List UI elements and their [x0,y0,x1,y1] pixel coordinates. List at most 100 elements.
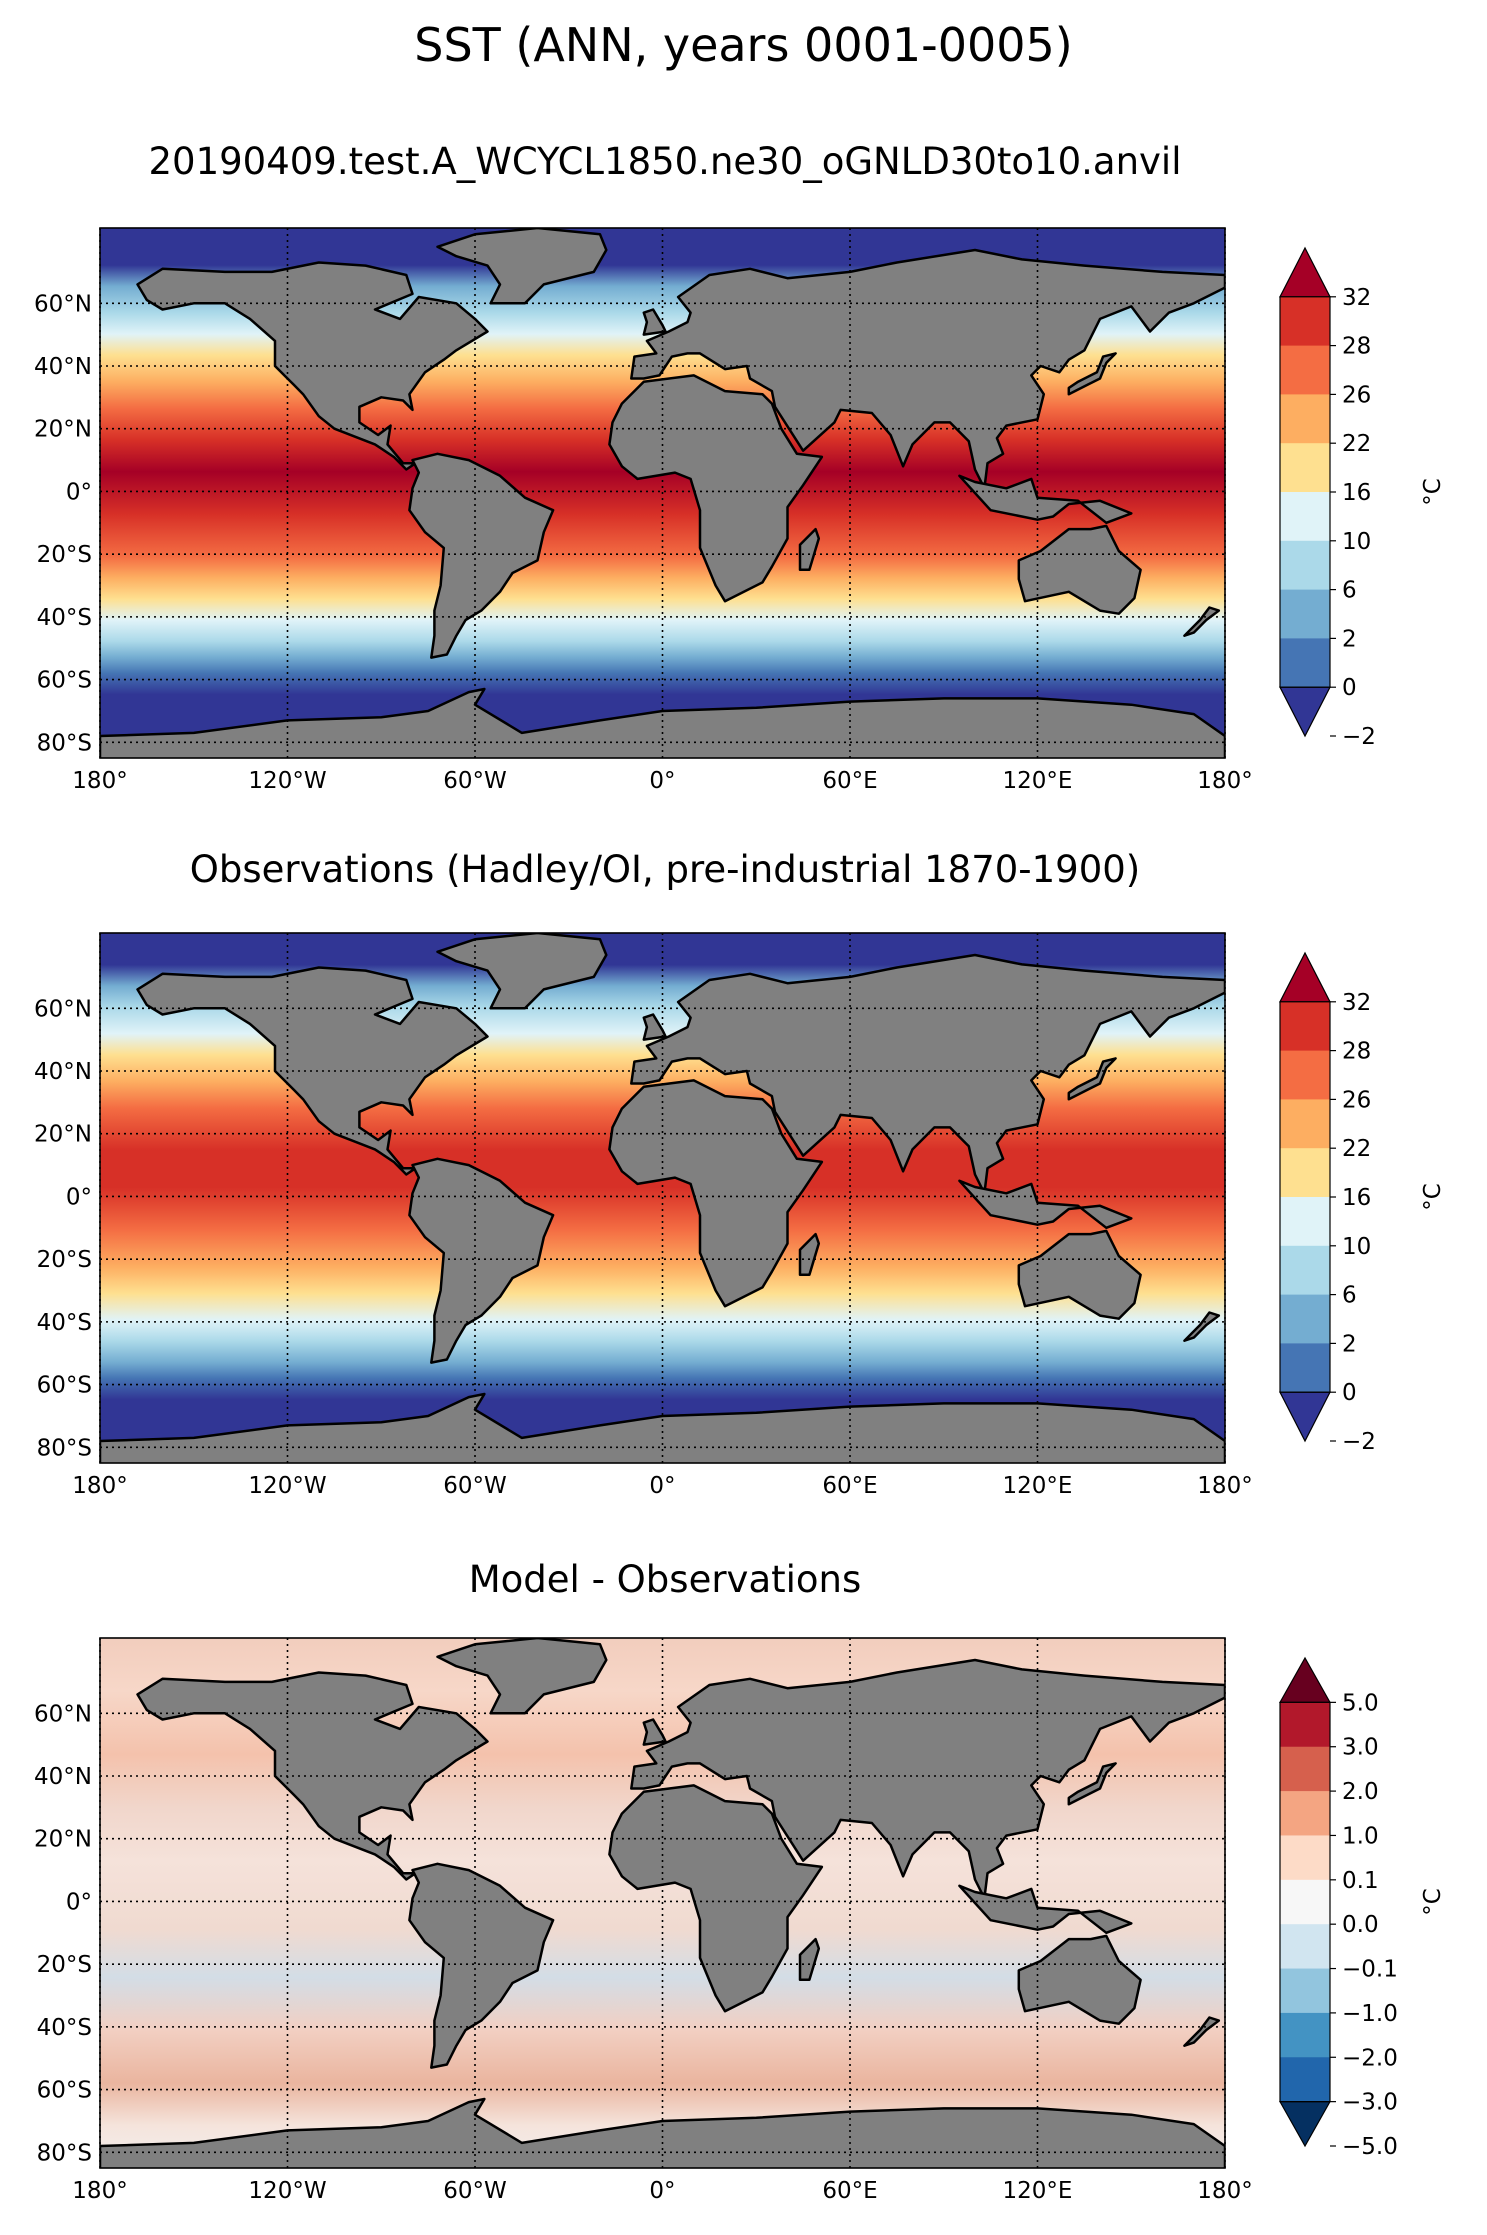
lat-tick-label: 20°S [37,542,92,568]
colorbar-swatch [1280,443,1330,493]
lon-tick-label: 60°E [822,1473,877,1499]
lat-tick-label: 40°N [34,1059,92,1085]
lon-tick-label: 60°W [443,1473,507,1499]
lat-tick-label: 60°N [34,1701,92,1727]
land-australia [1017,1934,1142,2025]
colorbar-swatch [1280,1968,1330,2014]
colorbar-swatch [1280,540,1330,591]
colorbar: 32 28 26 22 16 10 6 2 0 −2 °C [1279,951,1446,1455]
colorbar-tick-label: −2 [1342,724,1376,750]
land-greenland [436,933,608,1010]
colorbar-swatch [1280,1001,1330,1052]
colorbar-tick-label: 16 [1342,480,1371,506]
lat-tick-label: 20°N [34,1827,92,1853]
lon-tick-label: 120°E [1003,2178,1073,2204]
lat-tick-label: 40°N [34,1764,92,1790]
colorbar-tick-label: 26 [1342,1087,1371,1113]
land-uk [642,1013,667,1041]
lon-tick-label: 0° [649,1473,675,1499]
colorbar-tick-label: 6 [1342,1283,1357,1309]
lon-tick-label: 60°E [822,768,877,794]
lat-tick-label: 60°N [34,996,92,1022]
land-japan [1067,1762,1117,1806]
land-new-zealand [1183,2016,1221,2047]
colorbar-tick-label: 10 [1342,1234,1371,1260]
map-panel-1: 60°N 40°N 20°N 0° 20°S 40°S 60°S 80°S 180° 120°W 6… [34,227,1446,794]
land-japan [1067,352,1117,396]
land-layer [100,1638,1225,2168]
lon-tick-label: 180° [1197,1473,1252,1499]
colorbar-swatch [1280,394,1330,444]
colorbar-tick-label: 2 [1342,626,1357,652]
colorbar-tick-label: 0 [1342,675,1357,701]
colorbar-swatch [1280,2057,1330,2103]
colorbar-swatch [1280,1099,1330,1149]
map-frame [99,932,1226,1464]
lon-tick-label: 120°W [248,1473,326,1499]
colorbar-extend-top [1279,246,1331,298]
lat-tick-label: 0° [66,1889,92,1915]
colorbar-tick-label: 28 [1342,334,1371,360]
colorbar-tick-label: 0 [1342,1380,1357,1406]
land-layer [100,933,1225,1463]
colorbar-tick-label: 32 [1342,285,1371,311]
colorbar-tick-label: −5.0 [1342,2134,1398,2160]
panel-title-observations: Observations (Hadley/OI, pre-industrial … [189,848,1141,891]
land-africa [608,374,824,603]
colorbar-outline [1279,1701,1331,2103]
colorbar-swatch [1280,1702,1330,1748]
lon-tick-label: 60°W [443,768,507,794]
colorbar-swatch [1280,1746,1330,1792]
lon-tick-label: 120°W [248,2178,326,2204]
land-madagascar [798,1937,821,1982]
colorbar-tick-label: 22 [1342,431,1371,457]
land-australia [1017,524,1142,615]
lat-tick-label: 60°N [34,291,92,317]
colorbar-tick-label: 26 [1342,382,1371,408]
land-uk [642,1718,667,1746]
colorbar-tick-label: 16 [1342,1185,1371,1211]
lat-tick-label: 40°S [37,2015,92,2041]
colorbar-extend-bottom [1279,1391,1331,1443]
lat-tick-label: 0° [66,479,92,505]
map-panel-3: 60°N 40°N 20°N 0° 20°S 40°S 60°S 80°S 180° 120°W 6… [34,1637,1446,2204]
land-greenland [436,1638,608,1715]
colorbar-swatch [1280,1197,1330,1247]
colorbar-extend-top [1279,951,1331,1003]
lat-tick-label: 80°S [37,2140,92,2166]
lat-tick-label: 80°S [37,730,92,756]
colorbar-tick-label: 32 [1342,990,1371,1016]
lon-tick-label: 60°W [443,2178,507,2204]
lon-tick-label: 180° [1197,2178,1252,2204]
lon-tick-label: 120°E [1003,1473,1073,1499]
lat-tick-label: 40°N [34,354,92,380]
land-south-america [408,1157,555,1364]
panel-title-model: 20190409.test.A_WCYCL1850.ne30_oGNLD30to… [148,140,1182,183]
colorbar-tick-label: 28 [1342,1039,1371,1065]
colorbar-tick-label: 3.0 [1342,1735,1379,1761]
land-madagascar [798,1232,821,1277]
colorbar: 32 28 26 22 16 10 6 2 0 −2 °C [1279,246,1446,750]
lat-tick-label: 20°S [37,1952,92,1978]
colorbar-tick-label: 0.1 [1342,1868,1379,1894]
colorbar-tick-label: −0.1 [1342,1957,1398,1983]
colorbar-swatch [1280,1879,1330,1925]
colorbar-swatch [1280,638,1330,688]
land-greenland [436,228,608,305]
colorbar-tick-label: 5.0 [1342,1690,1379,1716]
colorbar-tick-label: 6 [1342,578,1357,604]
panel-title-difference: Model - Observations [468,1558,862,1601]
colorbar-tick-label: 22 [1342,1136,1371,1162]
lat-tick-label: 20°N [34,1122,92,1148]
lon-tick-label: 120°E [1003,768,1073,794]
colorbar-tick-label: 2 [1342,1331,1357,1357]
lat-tick-label: 60°S [37,668,92,694]
colorbar-tick-label: 10 [1342,529,1371,555]
figure-title: SST (ANN, years 0001-0005) [414,18,1073,72]
land-south-america [408,452,555,659]
colorbar-swatch [1280,492,1330,542]
land-indonesia [958,1179,1133,1230]
lon-tick-label: 180° [72,1473,127,1499]
colorbar-tick-label: 1.0 [1342,1823,1379,1849]
land-new-zealand [1183,1311,1221,1342]
